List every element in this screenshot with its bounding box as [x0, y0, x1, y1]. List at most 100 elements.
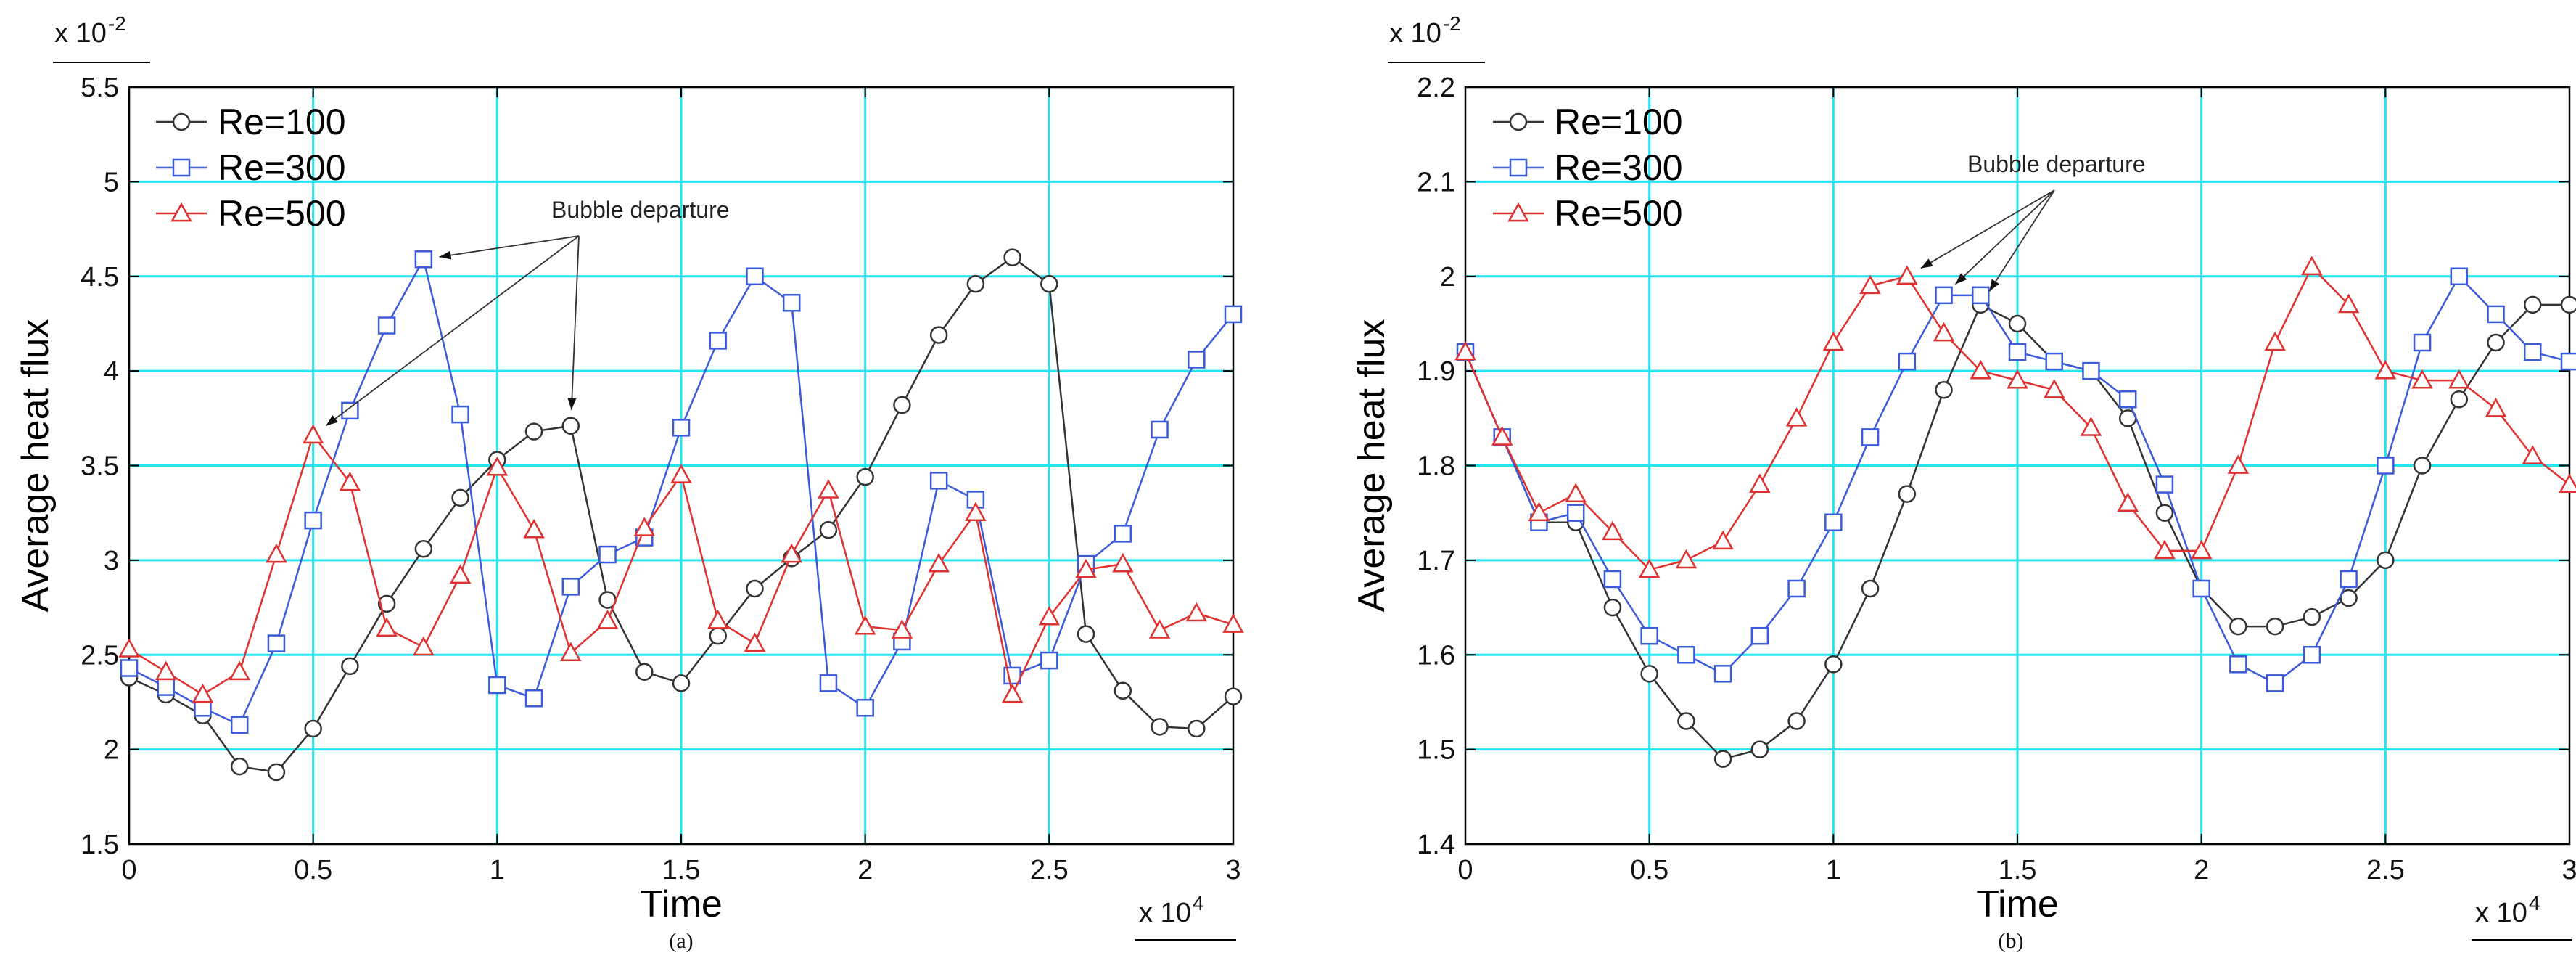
data-point: [2485, 398, 2507, 417]
data-point: [230, 716, 249, 734]
data-point: [561, 417, 580, 435]
annotation-bubble-departure: Bubble departure: [1920, 151, 2146, 292]
data-point: [1565, 483, 1587, 502]
data-point: [120, 659, 139, 677]
y-tick-label: 1.5: [1417, 735, 1455, 766]
data-point: [965, 502, 987, 522]
data-point: [1114, 525, 1132, 543]
y-multiplier-base: x 10: [54, 18, 107, 49]
legend-label: Re=100: [1555, 102, 1683, 142]
data-point: [229, 660, 250, 681]
data-point: [2377, 457, 2395, 475]
data-point: [2560, 295, 2576, 314]
legend-marker: [1507, 202, 1529, 222]
y-tick-label: 2: [104, 735, 119, 766]
data-point: [856, 699, 874, 717]
data-point: [1003, 248, 1021, 266]
data-point: [707, 610, 729, 629]
data-point: [2080, 417, 2102, 436]
data-point: [2448, 369, 2470, 389]
panel-caption: (a): [669, 929, 693, 953]
data-point: [709, 332, 727, 350]
y-tick-label: 1.9: [1417, 356, 1455, 387]
data-point: [1075, 558, 1097, 578]
annotation-arrow-line: [1988, 189, 2055, 292]
x-tick-label: 2.5: [1030, 855, 1069, 885]
data-point: [598, 545, 617, 564]
data-point: [2487, 305, 2505, 324]
data-point: [2413, 457, 2432, 475]
x-tick-label: 1: [1826, 855, 1841, 885]
data-point: [1972, 286, 1990, 305]
data-point: [1787, 579, 1806, 598]
data-point: [2524, 343, 2542, 361]
x-tick-label: 2.5: [2366, 855, 2405, 885]
data-point: [2266, 617, 2284, 636]
data-point: [560, 642, 582, 662]
annotation-label: Bubble departure: [551, 197, 730, 223]
data-point: [1603, 570, 1622, 589]
legend-label: Re=300: [1555, 147, 1683, 188]
data-point: [2045, 352, 2063, 371]
data-point: [2560, 352, 2576, 371]
annotation-arrow-line: [325, 235, 580, 427]
data-point: [2450, 390, 2469, 409]
x-tick-label: 1.5: [662, 855, 701, 885]
legend-marker: [1509, 112, 1528, 131]
data-point: [818, 479, 839, 499]
panel-caption: (b): [1999, 929, 2024, 953]
legend-label: Re=100: [218, 102, 346, 142]
data-point: [157, 678, 175, 696]
x-multiplier: x 104: [2475, 892, 2540, 928]
y-multiplier: x 10-2: [1389, 12, 1461, 49]
data-point: [929, 472, 948, 490]
data-point: [2264, 331, 2286, 351]
data-point: [1185, 602, 1208, 622]
data-point: [414, 250, 433, 269]
data-point: [2303, 646, 2321, 664]
data-point: [230, 757, 249, 776]
y-multiplier: x 10-2: [54, 12, 126, 49]
data-point: [561, 578, 580, 596]
data-point: [1675, 549, 1698, 569]
data-point: [2337, 293, 2360, 314]
x-tick-label: 2: [2194, 855, 2209, 885]
data-point: [267, 763, 286, 782]
data-point: [1640, 665, 1658, 683]
x-tick-label: 1.5: [1999, 855, 2037, 885]
data-point: [966, 274, 985, 293]
data-point: [449, 564, 472, 584]
data-point: [2374, 359, 2397, 380]
data-point: [670, 464, 692, 483]
data-point: [928, 552, 950, 573]
annotation-arrow-line: [1920, 189, 2055, 269]
data-point: [2377, 551, 2395, 570]
data-point: [1898, 485, 1917, 503]
annotation-label: Bubble departure: [1967, 151, 2146, 177]
y-tick-label: 2.2: [1417, 73, 1455, 103]
y-axis-label: Average heat flux: [15, 319, 57, 613]
data-point: [929, 326, 948, 344]
data-point: [2411, 369, 2433, 389]
data-point: [1188, 351, 1206, 369]
data-point: [1224, 687, 1243, 705]
data-point: [1640, 626, 1658, 645]
x-axis-label: Time: [1976, 883, 2059, 925]
data-point: [451, 488, 469, 507]
series-re-300: [1456, 267, 2576, 692]
data-point: [2229, 655, 2247, 674]
data-point: [1787, 712, 1806, 730]
x-multiplier: x 104: [1139, 892, 1203, 928]
data-point: [266, 543, 287, 563]
y-multiplier-base: x 10: [1389, 18, 1441, 49]
x-axis-label: Time: [640, 883, 723, 925]
y-tick-label: 2.1: [1417, 167, 1455, 197]
data-point: [2340, 570, 2358, 589]
data-point: [2522, 445, 2544, 464]
x-tick-label: 0.5: [1630, 855, 1668, 885]
data-point: [341, 657, 359, 676]
data-point: [709, 626, 727, 645]
data-point: [341, 401, 359, 420]
data-point: [1040, 651, 1058, 670]
